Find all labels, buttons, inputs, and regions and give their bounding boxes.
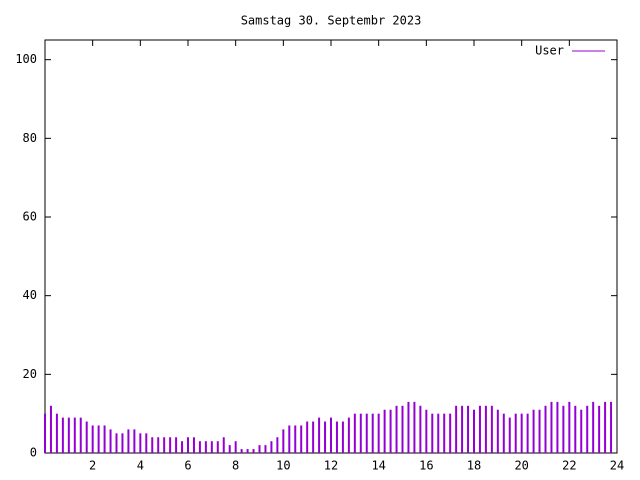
x-tick-label: 6 (184, 459, 191, 473)
x-tick-label: 4 (137, 459, 144, 473)
plot-border (44, 39, 618, 454)
x-tick-label: 24 (610, 459, 624, 473)
chart-title: Samstag 30. Septembr 2023 (241, 14, 422, 28)
x-tick-label: 14 (371, 459, 385, 473)
y-tick-label: 20 (23, 367, 37, 381)
x-tick-label: 12 (324, 459, 338, 473)
y-tick-label: 0 (30, 446, 37, 460)
x-tick-label: 20 (514, 459, 528, 473)
x-tick-label: 10 (276, 459, 290, 473)
y-tick-label: 60 (23, 210, 37, 224)
x-tick-label: 2 (89, 459, 96, 473)
x-tick-label: 8 (232, 459, 239, 473)
x-tick-label: 16 (419, 459, 433, 473)
y-tick-label: 80 (23, 131, 37, 145)
x-tick-label: 18 (467, 459, 481, 473)
legend-label: User (535, 44, 564, 58)
x-tick-label: 22 (562, 459, 576, 473)
y-tick-label: 40 (23, 288, 37, 302)
y-tick-label: 100 (15, 52, 37, 66)
